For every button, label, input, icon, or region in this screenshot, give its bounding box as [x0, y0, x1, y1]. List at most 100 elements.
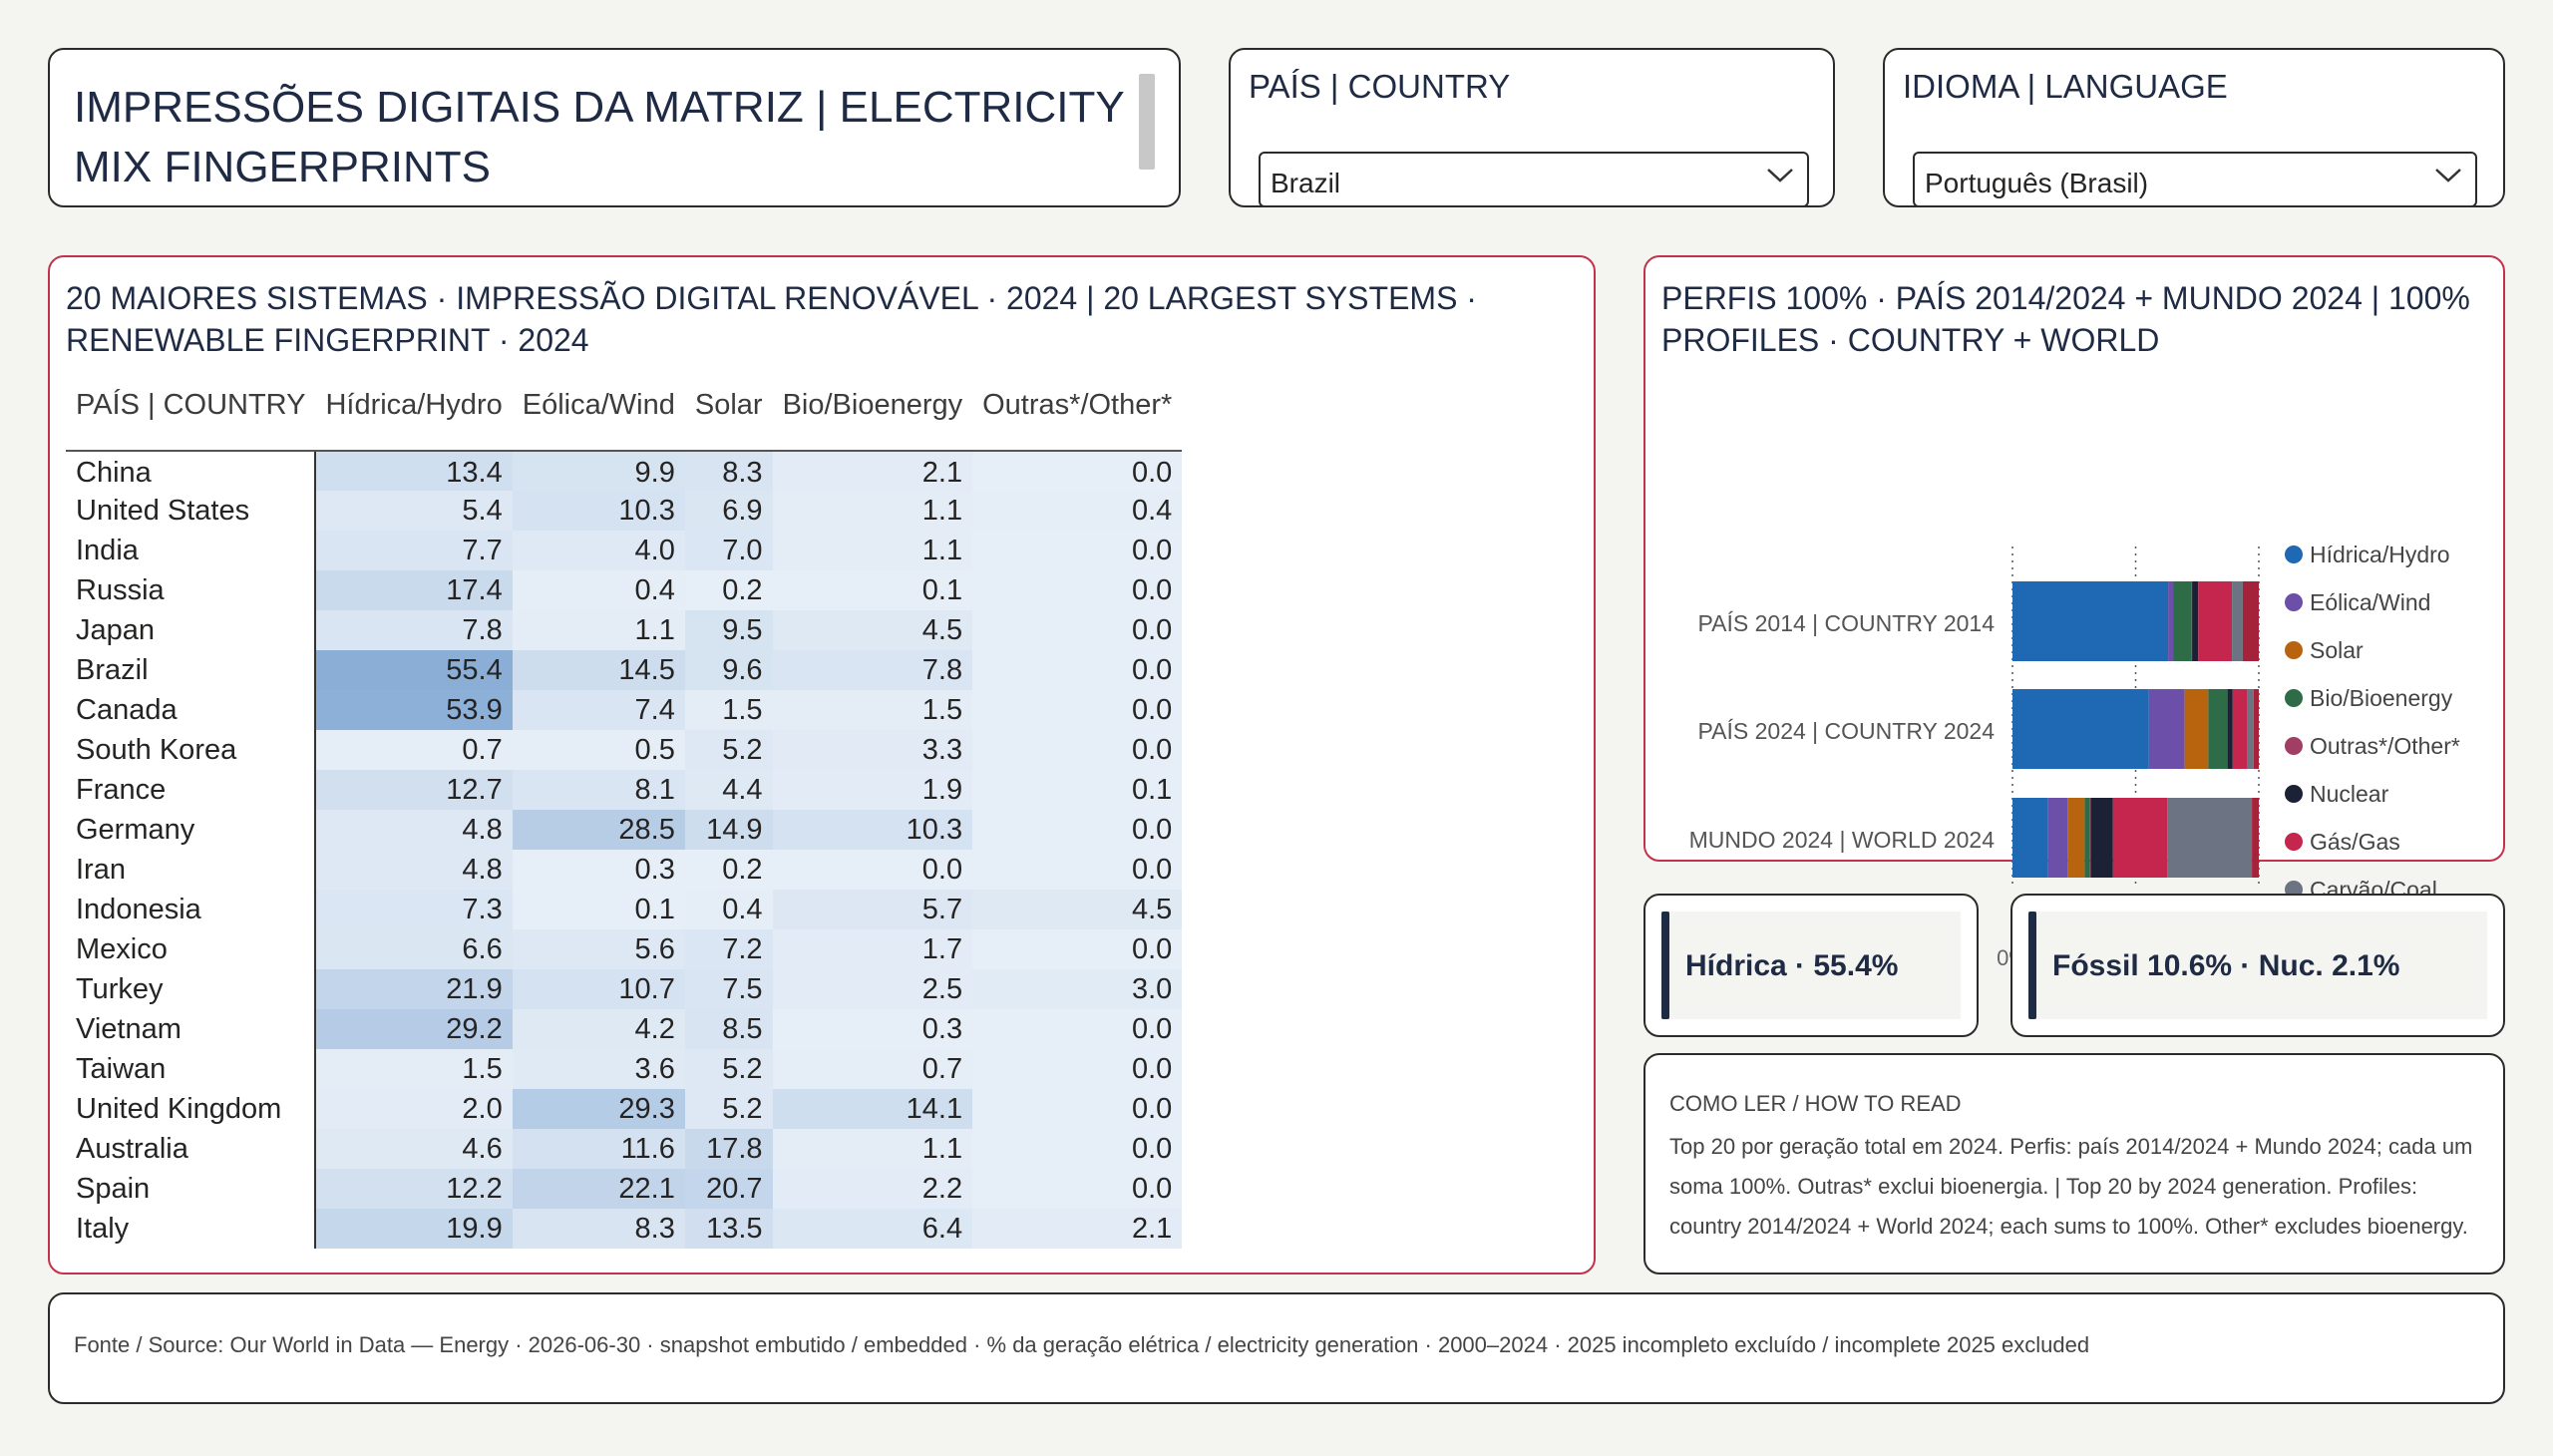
language-slicer-label: IDIOMA | LANGUAGE [1903, 68, 2228, 105]
value-cell: 0.0 [972, 850, 1183, 890]
value-cell: 1.1 [512, 610, 685, 650]
table-row[interactable]: Australia 4.6 11.6 17.8 1.1 0.0 [66, 1129, 1183, 1169]
value-cell: 1.1 [772, 491, 973, 531]
bar-segment [2247, 689, 2254, 769]
legend-label: Outras*/Other* [2310, 733, 2460, 759]
bar-segment [2253, 689, 2259, 769]
source-text: Fonte / Source: Our World in Data — Ener… [74, 1332, 2090, 1357]
column-header[interactable]: Solar [684, 389, 773, 452]
table-row[interactable]: Russia 17.4 0.4 0.2 0.1 0.0 [66, 570, 1183, 610]
value-cell: 2.5 [772, 969, 973, 1009]
value-cell: 0.0 [972, 810, 1183, 850]
table-row[interactable]: Spain 12.2 22.1 20.7 2.2 0.0 [66, 1169, 1183, 1209]
country-cell: Russia [66, 570, 317, 610]
value-cell: 19.9 [315, 1209, 513, 1249]
value-cell: 29.2 [315, 1009, 513, 1049]
value-cell: 7.7 [315, 531, 513, 570]
value-cell: 28.5 [512, 810, 685, 850]
kpi-fossil-card: Fóssil 10.6% · Nuc. 2.1% [2010, 894, 2505, 1037]
value-cell: 0.4 [972, 491, 1183, 531]
table-row[interactable]: United States 5.4 10.3 6.9 1.1 0.4 [66, 491, 1183, 531]
table-row[interactable]: United Kingdom 2.0 29.3 5.2 14.1 0.0 [66, 1089, 1183, 1129]
country-cell: Iran [66, 850, 317, 890]
value-cell: 0.0 [772, 850, 973, 890]
value-cell: 5.2 [684, 1049, 773, 1089]
renewable-fingerprint-table-panel: 20 MAIORES SISTEMAS · IMPRESSÃO DIGITAL … [48, 255, 1596, 1274]
table-row[interactable]: Turkey 21.9 10.7 7.5 2.5 3.0 [66, 969, 1183, 1009]
value-cell: 13.4 [315, 451, 513, 491]
value-cell: 1.5 [315, 1049, 513, 1089]
value-cell: 17.8 [684, 1129, 773, 1169]
legend-label: Gás/Gas [2310, 829, 2400, 855]
table-row[interactable]: Taiwan 1.5 3.6 5.2 0.7 0.0 [66, 1049, 1183, 1089]
value-cell: 3.0 [972, 969, 1183, 1009]
table-row[interactable]: Brazil 55.4 14.5 9.6 7.8 0.0 [66, 650, 1183, 690]
value-cell: 12.7 [315, 770, 513, 810]
kpi-fossil-background [2028, 911, 2487, 1019]
table-row[interactable]: Mexico 6.6 5.6 7.2 1.7 0.0 [66, 929, 1183, 969]
table-row[interactable]: Iran 4.8 0.3 0.2 0.0 0.0 [66, 850, 1183, 890]
value-cell: 53.9 [315, 690, 513, 730]
value-cell: 0.4 [512, 570, 685, 610]
country-dropdown-value: Brazil [1271, 168, 1341, 198]
value-cell: 5.2 [684, 730, 773, 770]
value-cell: 0.0 [972, 1129, 1183, 1169]
bar-segment [2168, 581, 2174, 661]
column-header[interactable]: Eólica/Wind [512, 389, 685, 452]
source-footer: Fonte / Source: Our World in Data — Ener… [48, 1292, 2505, 1404]
table-row[interactable]: China 13.4 9.9 8.3 2.1 0.0 [66, 451, 1183, 491]
table-row[interactable]: Indonesia 7.3 0.1 0.4 5.7 4.5 [66, 890, 1183, 929]
value-cell: 0.1 [972, 770, 1183, 810]
table-row[interactable]: Italy 19.9 8.3 13.5 6.4 2.1 [66, 1209, 1183, 1249]
table-row[interactable]: Canada 53.9 7.4 1.5 1.5 0.0 [66, 690, 1183, 730]
kpi-fossil-value: Fóssil 10.6% · Nuc. 2.1% [2052, 949, 2400, 982]
value-cell: 6.4 [772, 1209, 973, 1249]
table-row[interactable]: France 12.7 8.1 4.4 1.9 0.1 [66, 770, 1183, 810]
table-row[interactable]: Germany 4.8 28.5 14.9 10.3 0.0 [66, 810, 1183, 850]
how-to-read-heading: COMO LER / HOW TO READ [1669, 1091, 1962, 1116]
value-cell: 21.9 [315, 969, 513, 1009]
country-cell: Indonesia [66, 890, 317, 929]
table-row[interactable]: Japan 7.8 1.1 9.5 4.5 0.0 [66, 610, 1183, 650]
value-cell: 0.3 [772, 1009, 973, 1049]
value-cell: 10.3 [772, 810, 973, 850]
table-row[interactable]: South Korea 0.7 0.5 5.2 3.3 0.0 [66, 730, 1183, 770]
bar-segment [2173, 581, 2192, 661]
value-cell: 12.2 [315, 1169, 513, 1209]
table-row[interactable]: Vietnam 29.2 4.2 8.5 0.3 0.0 [66, 1009, 1183, 1049]
bar-segment [2198, 581, 2233, 661]
language-dropdown-value: Português (Brasil) [1925, 168, 2149, 198]
value-cell: 17.4 [315, 570, 513, 610]
value-cell: 7.5 [684, 969, 773, 1009]
report-title-card: IMPRESSÕES DIGITAIS DA MATRIZ | ELECTRIC… [48, 48, 1181, 207]
value-cell: 1.1 [772, 531, 973, 570]
legend-label: Hídrica/Hydro [2310, 542, 2450, 567]
value-cell: 4.6 [315, 1129, 513, 1169]
value-cell: 0.0 [972, 531, 1183, 570]
how-to-read-card: COMO LER / HOW TO READ Top 20 por geraçã… [1643, 1053, 2505, 1274]
value-cell: 8.1 [512, 770, 685, 810]
column-header[interactable]: Hídrica/Hydro [315, 389, 513, 452]
value-cell: 0.3 [512, 850, 685, 890]
kpi-hydro-background [1661, 911, 1961, 1019]
chart-panel-title: PERFIS 100% · PAÍS 2014/2024 + MUNDO 202… [1661, 280, 2470, 358]
country-cell: Taiwan [66, 1049, 317, 1089]
column-header[interactable]: PAÍS | COUNTRY [66, 389, 316, 452]
value-cell: 9.5 [684, 610, 773, 650]
chevron-down-icon [1767, 169, 1793, 182]
value-cell: 0.2 [684, 570, 773, 610]
country-slicer-label: PAÍS | COUNTRY [1249, 68, 1511, 105]
column-header[interactable]: Outras*/Other* [972, 389, 1183, 452]
column-header[interactable]: Bio/Bioenergy [772, 389, 973, 452]
value-cell: 7.3 [315, 890, 513, 929]
legend-label: Solar [2310, 637, 2364, 663]
table-row[interactable]: India 7.7 4.0 7.0 1.1 0.0 [66, 531, 1183, 570]
title-scrollbar[interactable] [1139, 74, 1155, 170]
value-cell: 0.2 [684, 850, 773, 890]
value-cell: 4.5 [972, 890, 1183, 929]
bar-segment [2112, 798, 2168, 878]
value-cell: 4.4 [684, 770, 773, 810]
value-cell: 11.6 [512, 1129, 685, 1169]
country-dropdown[interactable]: Brazil [1259, 152, 1809, 207]
language-dropdown[interactable]: Português (Brasil) [1913, 152, 2477, 207]
